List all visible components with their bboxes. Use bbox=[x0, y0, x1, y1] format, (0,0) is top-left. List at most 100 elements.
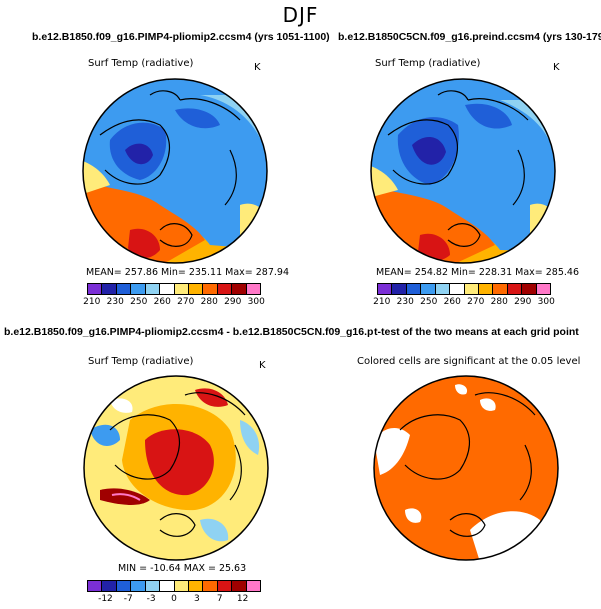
colorbar-swatch bbox=[174, 581, 189, 591]
colorbar-swatch bbox=[217, 284, 233, 294]
colorbar-swatch bbox=[536, 284, 551, 294]
panel2-siberia-cold bbox=[465, 103, 512, 129]
panel4-coastline-2 bbox=[449, 513, 486, 537]
colorbar-tick-label: 280 bbox=[200, 297, 218, 307]
colorbar-swatch bbox=[116, 284, 132, 294]
panel3-red-core bbox=[145, 429, 214, 496]
panel2-case-title: b.e12.B1850C5CN.f09_g16.preind.ccsm4 (yr… bbox=[338, 31, 601, 43]
colorbar-swatch bbox=[464, 284, 479, 294]
colorbar-swatch bbox=[145, 284, 161, 294]
panel1-stats: MEAN= 257.86 Min= 235.11 Max= 287.94 bbox=[86, 267, 290, 278]
panel3-blue-east bbox=[240, 420, 260, 455]
panel1-yellow-atlantic bbox=[83, 160, 110, 195]
panel4-significant-field bbox=[374, 376, 558, 560]
colorbar-swatch bbox=[246, 284, 261, 294]
panel1-variable-label: Surf Temp (radiative) bbox=[88, 58, 194, 69]
panel1-coastline-2 bbox=[159, 223, 193, 247]
panel4-coastline-3 bbox=[474, 392, 536, 501]
colorbar-tick-label: 12 bbox=[236, 594, 249, 604]
colorbar-tick-label: 0 bbox=[171, 594, 177, 604]
colorbar-swatch bbox=[102, 581, 117, 591]
colorbar-swatch bbox=[131, 581, 146, 591]
colorbar-swatch bbox=[203, 284, 218, 294]
colorbar-swatch bbox=[102, 284, 117, 294]
colorbar-tick-label: 260 bbox=[153, 297, 171, 307]
colorbar-swatch bbox=[450, 284, 465, 294]
panel2-variable-label: Surf Temp (radiative) bbox=[375, 58, 481, 69]
colorbar-tick-label: -12 bbox=[98, 594, 113, 604]
colorbar-swatch bbox=[160, 581, 175, 591]
panel3-colorbar: -12 -7 -3 0 3 7 12 bbox=[87, 580, 261, 604]
colorbar-swatch bbox=[203, 581, 218, 591]
colorbar-swatch bbox=[507, 284, 523, 294]
panel4-insignificant-ne bbox=[480, 398, 496, 411]
panel3-stats: MIN = -10.64 MAX = 25.63 bbox=[118, 563, 247, 574]
panel2-units-label: K bbox=[553, 62, 560, 73]
panel1-cold-core bbox=[125, 143, 153, 165]
panel3-map-border bbox=[83, 375, 269, 561]
colorbar-tick-label: 210 bbox=[83, 297, 101, 307]
colorbar-tick-label: 270 bbox=[177, 297, 195, 307]
colorbar-swatch bbox=[406, 284, 422, 294]
panel1-coastline-4 bbox=[149, 90, 181, 101]
panel2-coastline-1 bbox=[387, 119, 458, 185]
colorbar-swatch bbox=[188, 284, 204, 294]
colorbar-tick-label: 210 bbox=[373, 297, 391, 307]
colorbar-swatch bbox=[188, 581, 204, 591]
colorbar-tick-label: 300 bbox=[247, 297, 265, 307]
panel2-coastline-2 bbox=[447, 223, 481, 247]
panel3-darkred-stripe bbox=[100, 488, 150, 505]
panel2-colorbar: 210 230 250 260 270 280 290 300 bbox=[373, 283, 555, 307]
colorbar-swatch bbox=[131, 284, 146, 294]
colorbar-swatch bbox=[522, 284, 537, 294]
colorbar-tick-label: 290 bbox=[224, 297, 242, 307]
panel1-red-patch bbox=[128, 228, 160, 259]
colorbar-tick-label: -7 bbox=[123, 594, 133, 604]
colorbar-tick-label: 230 bbox=[106, 297, 124, 307]
colorbar-swatch bbox=[421, 284, 436, 294]
panel4-map-border bbox=[373, 375, 559, 561]
panel1-case-title: b.e12.B1850.f09_g16.PIMP4-pliomip2.ccsm4… bbox=[32, 31, 330, 43]
colorbar-swatch bbox=[217, 581, 233, 591]
panel2-red-patch bbox=[418, 233, 450, 261]
panel2-coastline-3 bbox=[467, 98, 529, 206]
panel2-cold-core bbox=[412, 136, 446, 165]
panel1-siberia-cold bbox=[175, 108, 220, 129]
colorbar-swatch bbox=[246, 581, 261, 591]
panel3-white-patch bbox=[110, 398, 133, 413]
colorbar-swatch bbox=[160, 284, 175, 294]
colorbar-swatch bbox=[378, 284, 393, 294]
colorbar-swatch bbox=[232, 284, 247, 294]
colorbar-tick-label: 270 bbox=[467, 297, 485, 307]
colorbar-tick-label: 290 bbox=[514, 297, 532, 307]
panel2-map-border bbox=[370, 78, 556, 264]
colorbar-swatch bbox=[174, 284, 189, 294]
colorbar-swatch bbox=[232, 581, 247, 591]
panel1-map-border bbox=[82, 78, 268, 264]
colorbar-swatch bbox=[88, 284, 103, 294]
colorbar-tick-label: 300 bbox=[537, 297, 555, 307]
panel1-coastline-1 bbox=[99, 119, 170, 185]
colorbar-tick-label: 280 bbox=[490, 297, 508, 307]
panel4-insignificant-sw bbox=[405, 508, 422, 523]
colorbar-swatch bbox=[478, 284, 494, 294]
colorbar-swatch bbox=[145, 581, 161, 591]
colorbar-tick-label: 250 bbox=[420, 297, 438, 307]
colorbar-tick-label: 250 bbox=[130, 297, 148, 307]
panel2-stats: MEAN= 254.82 Min= 228.31 Max= 285.46 bbox=[376, 267, 580, 278]
panel4-insignificant-west bbox=[374, 428, 410, 475]
panel3-coastline-3 bbox=[184, 392, 246, 501]
panel2-coastline-4 bbox=[437, 90, 469, 101]
colorbar-tick-label: 260 bbox=[443, 297, 461, 307]
panel3-units-label: K bbox=[259, 360, 266, 371]
colorbar-tick-label: 7 bbox=[216, 594, 223, 604]
panel1-colorbar: 210 230 250 260 270 280 290 300 bbox=[83, 283, 265, 307]
panel3-pale-pacific bbox=[200, 518, 229, 542]
panel3-blue-atlantic bbox=[90, 424, 120, 446]
page-title: DJF bbox=[282, 3, 319, 27]
colorbar-swatch bbox=[88, 581, 103, 591]
